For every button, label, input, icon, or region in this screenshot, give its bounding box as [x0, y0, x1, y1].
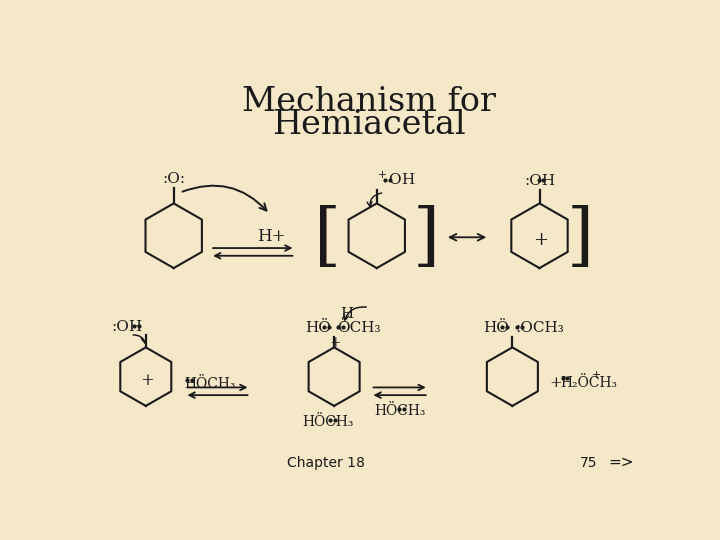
- Text: +: +: [140, 372, 154, 389]
- Text: HÖCH₃: HÖCH₃: [184, 377, 236, 392]
- Text: H: H: [340, 307, 353, 321]
- Text: ÖCH₃: ÖCH₃: [337, 321, 381, 335]
- Text: :OH: :OH: [524, 174, 555, 188]
- Text: $^+$OH: $^+$OH: [375, 171, 416, 188]
- Text: H+: H+: [257, 228, 286, 245]
- Text: H₂ÖCH₃: H₂ÖCH₃: [560, 376, 618, 390]
- Polygon shape: [145, 204, 202, 268]
- Polygon shape: [348, 204, 405, 268]
- Text: :OCH₃: :OCH₃: [516, 321, 564, 335]
- Text: 75: 75: [580, 456, 597, 470]
- Text: +: +: [593, 370, 602, 380]
- Text: HÖ: HÖ: [305, 321, 331, 335]
- Text: +: +: [534, 231, 549, 249]
- Text: HÖ: HÖ: [483, 321, 509, 335]
- Text: :O:: :O:: [162, 172, 185, 186]
- Text: Hemiacetal: Hemiacetal: [272, 110, 466, 141]
- Text: HÖCH₃: HÖCH₃: [374, 404, 426, 418]
- Text: =>: =>: [608, 455, 634, 470]
- Text: +: +: [330, 336, 341, 350]
- Polygon shape: [511, 204, 567, 268]
- Text: :OH: :OH: [112, 320, 143, 334]
- Polygon shape: [120, 347, 171, 406]
- Text: Chapter 18: Chapter 18: [287, 456, 365, 470]
- Text: ]: ]: [413, 206, 440, 272]
- Text: Mechanism for: Mechanism for: [242, 86, 496, 118]
- Text: [: [: [314, 206, 341, 272]
- Text: ]: ]: [566, 206, 593, 272]
- Polygon shape: [487, 347, 538, 406]
- Text: +: +: [549, 376, 562, 390]
- Text: HÖCH₃: HÖCH₃: [302, 415, 354, 429]
- Polygon shape: [309, 347, 359, 406]
